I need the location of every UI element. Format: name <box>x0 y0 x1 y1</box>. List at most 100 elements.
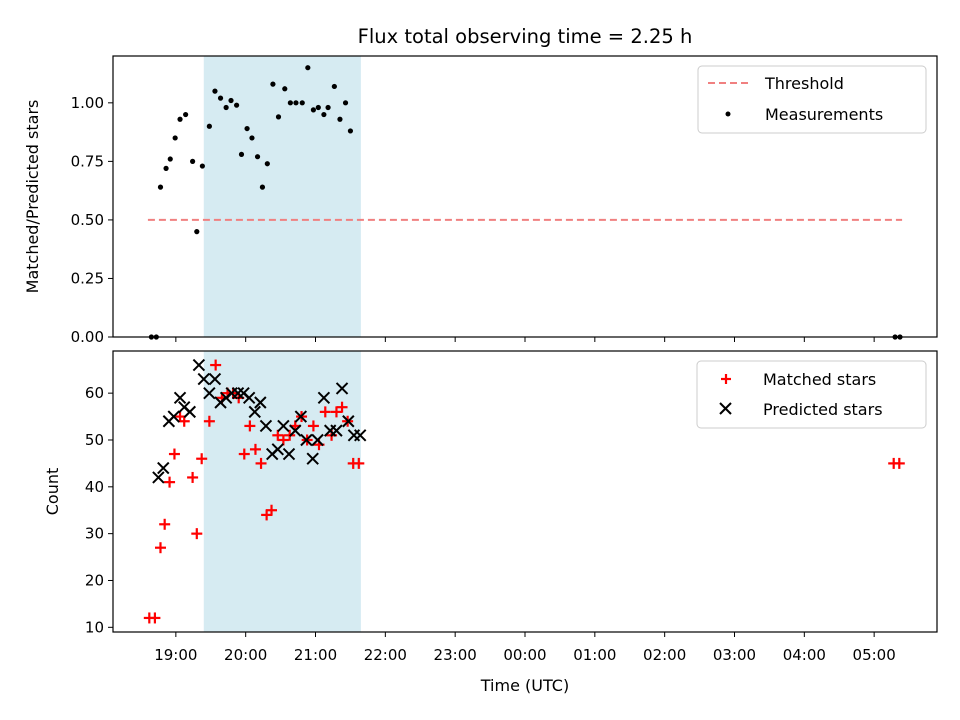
observing-time-span <box>203 351 361 632</box>
matched-star-point <box>203 415 215 427</box>
measurement-point <box>228 97 234 104</box>
legend-matched-marker <box>721 374 731 384</box>
observing-time-span <box>203 56 361 337</box>
matched-star-point <box>893 457 905 469</box>
predicted-star-point <box>197 372 210 386</box>
predicted-star-point <box>335 382 349 395</box>
y-tick-label: 40 <box>85 478 104 496</box>
predicted-star-point <box>152 471 165 484</box>
y-tick-label: 50 <box>85 431 104 449</box>
measurement-point <box>163 165 169 171</box>
predicted-star-point <box>342 415 355 428</box>
measurement-point <box>223 104 229 111</box>
measurement-point <box>194 229 200 235</box>
measurement-point <box>264 161 270 167</box>
predicted-star-point <box>192 358 206 372</box>
top-y-axis-ticks: 0.00 0.25 0.50 0.75 1.00 <box>71 94 113 346</box>
measurement-point <box>342 100 349 106</box>
measurement-point <box>244 125 250 132</box>
y-tick-label: 20 <box>85 571 104 589</box>
measurement-point <box>177 116 183 122</box>
measurement-point <box>275 114 282 120</box>
top-x-axis-ticks <box>175 337 875 342</box>
matched-star-point <box>307 420 319 432</box>
top-legend-box <box>697 65 927 134</box>
predicted-star-point <box>300 433 313 447</box>
matched-star-point <box>149 612 161 624</box>
legend-predicted-marker <box>719 402 732 415</box>
y-tick-label: 10 <box>85 618 104 636</box>
measurement-point <box>238 151 245 157</box>
measurement-point <box>254 154 261 160</box>
matched-star-point <box>319 406 331 418</box>
top-y-axis-label: Matched/Predicted stars <box>23 100 42 294</box>
matched-star-point <box>187 471 199 483</box>
measurement-point <box>325 104 331 111</box>
measurement-point <box>259 184 266 190</box>
matched-star-point <box>196 453 208 465</box>
predicted-star-point <box>317 391 331 405</box>
predicted-star-point <box>289 424 302 437</box>
predicted-star-point <box>208 372 222 386</box>
measurement-point <box>217 95 224 101</box>
measurement-point <box>293 100 299 106</box>
matched-star-point <box>272 429 284 441</box>
predicted-star-point <box>271 443 285 456</box>
x-axis-label: Time (UTC) <box>480 676 569 695</box>
matched-star-point <box>353 457 365 469</box>
matched-star-point <box>255 457 267 469</box>
bottom-x-axis-ticks: 19:00 20:00 21:00 22:00 23:00 00:00 01:00 02:00… <box>154 632 896 664</box>
measurement-point <box>347 128 354 134</box>
x-tick-label: 03:00 <box>713 646 756 664</box>
predicted-star-point <box>254 396 267 409</box>
matched-star-point <box>266 504 278 516</box>
predicted-star-point <box>353 429 367 442</box>
chart-title: Flux total observing time = 2.25 h <box>358 25 693 48</box>
x-tick-label: 23:00 <box>434 646 477 664</box>
predicted-star-point <box>330 424 343 437</box>
predicted-star-point <box>183 405 197 419</box>
x-tick-label: 02:00 <box>643 646 686 664</box>
predicted-star-point <box>248 405 261 419</box>
predicted-stars-points <box>152 358 367 484</box>
measurement-point <box>249 135 255 141</box>
ratio-subplot: 0.00 0.25 0.50 0.75 1.00 Flux total observin… <box>23 25 938 346</box>
matched-star-point <box>244 420 256 432</box>
measurement-point <box>172 135 178 141</box>
predicted-star-point <box>282 447 296 461</box>
x-tick-label: 20:00 <box>224 646 267 664</box>
measurement-point <box>212 88 218 94</box>
top-legend: Threshold Measurements <box>697 65 927 134</box>
matched-star-point <box>238 448 250 460</box>
legend-predicted-label: Predicted stars <box>763 400 883 419</box>
matched-star-point <box>168 448 180 460</box>
measurement-point <box>199 163 205 169</box>
matched-star-point <box>164 476 176 488</box>
legend-measurements-marker <box>725 111 731 117</box>
y-tick-label: 0.00 <box>71 328 104 346</box>
count-subplot: 10 20 30 40 50 60 19:00 20:00 21:00 22:00 23:00 00… <box>43 350 938 695</box>
matched-star-point <box>154 542 166 554</box>
measurement-point <box>157 184 164 190</box>
measurement-point <box>183 111 189 118</box>
top-plot-frame <box>112 55 938 338</box>
matched-star-point <box>191 528 203 540</box>
matched-star-point <box>277 434 289 446</box>
y-tick-label: 0.75 <box>71 152 104 170</box>
predicted-star-point <box>242 391 256 405</box>
measurement-point <box>234 102 240 108</box>
y-tick-label: 0.50 <box>71 211 104 229</box>
measurement-point <box>321 111 327 118</box>
measurement-point <box>282 86 288 92</box>
matched-star-point <box>330 406 342 418</box>
predicted-star-point <box>173 391 187 405</box>
bottom-legend-box <box>696 360 927 429</box>
legend-measurements-label: Measurements <box>765 105 883 124</box>
predicted-star-point <box>311 433 324 447</box>
bottom-y-axis-label: Count <box>43 468 62 516</box>
measurement-point <box>190 158 196 164</box>
measurement-points <box>148 65 903 340</box>
matched-star-point <box>210 359 222 371</box>
x-tick-label: 21:00 <box>294 646 337 664</box>
